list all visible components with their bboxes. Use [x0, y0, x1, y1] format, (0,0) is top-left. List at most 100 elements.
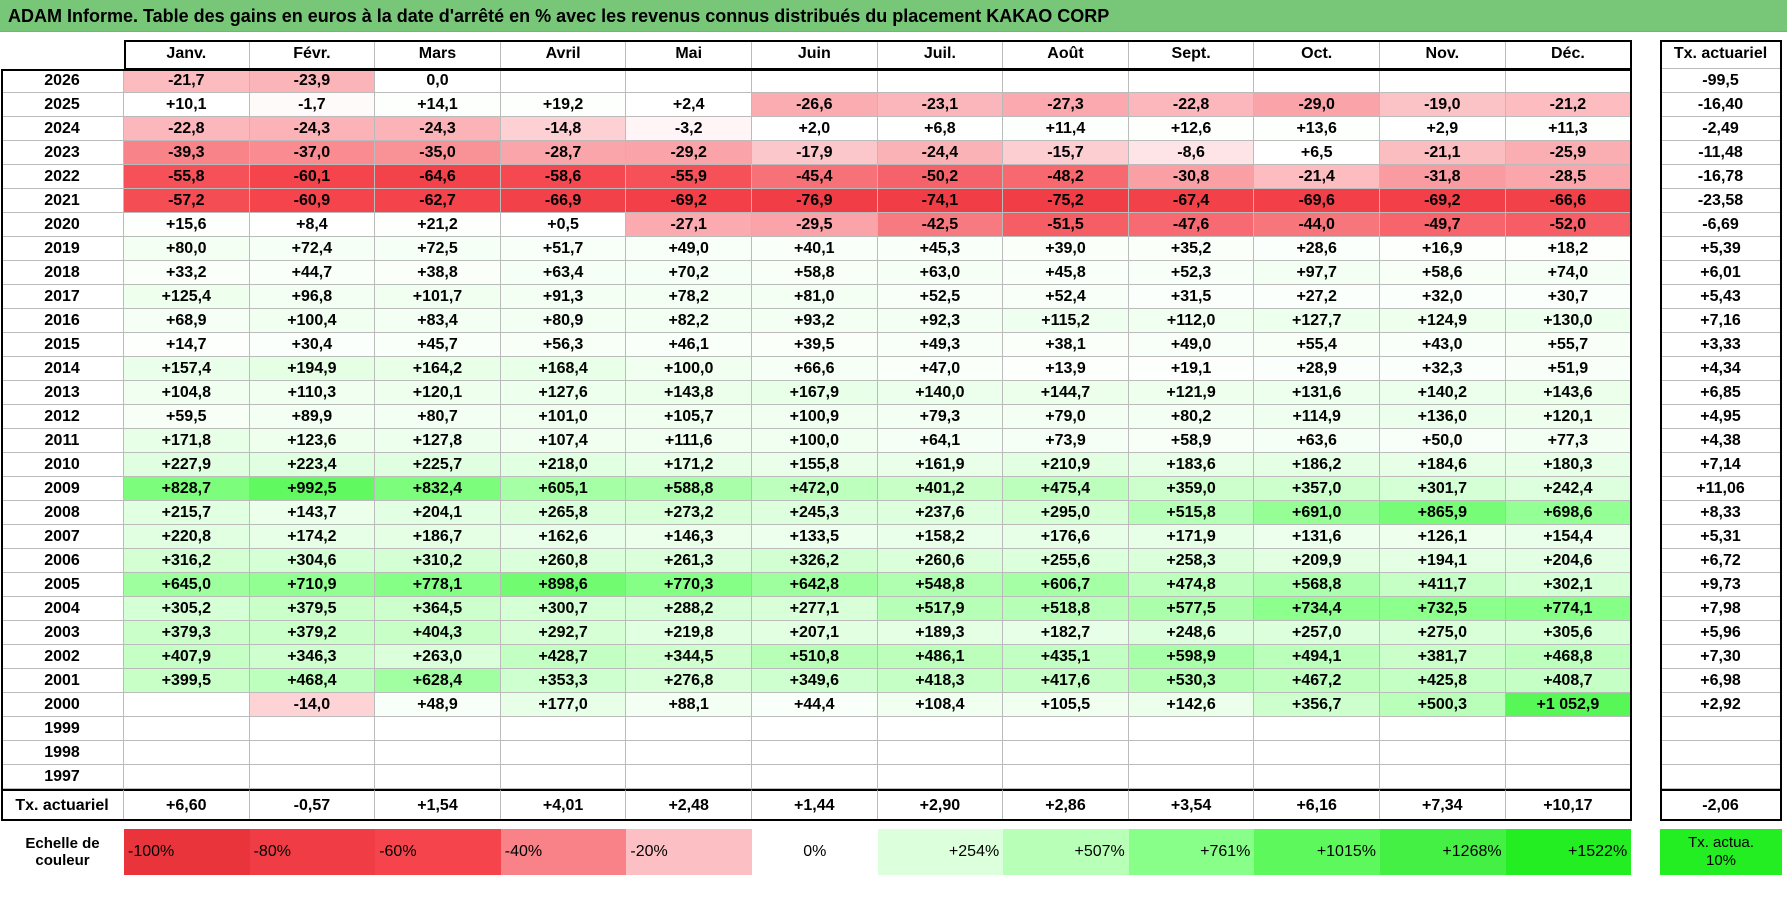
footer-rate: +1,54	[375, 789, 501, 821]
rate-cell: +4,95	[1660, 405, 1782, 429]
gain-cell: +59,5	[124, 405, 250, 429]
gain-cell: +292,7	[500, 621, 627, 645]
gain-cell: +189,3	[877, 621, 1004, 645]
rate-cell: -2,49	[1660, 117, 1782, 141]
gain-cell	[249, 717, 376, 741]
gain-cell	[752, 741, 878, 765]
gain-cell: +260,6	[877, 549, 1004, 573]
year-label: 2010	[1, 453, 124, 477]
gain-cell: +326,2	[752, 549, 878, 573]
gain-cell: +275,0	[1380, 621, 1506, 645]
gain-cell	[626, 741, 752, 765]
gain-cell: +63,4	[500, 261, 627, 285]
gain-cell: +58,9	[1128, 429, 1255, 453]
gain-cell	[1505, 69, 1632, 93]
gain-cell: +19,1	[1128, 357, 1255, 381]
gain-cell: -57,2	[124, 189, 250, 213]
gain-cell: +344,5	[626, 645, 752, 669]
gain-cell: +302,1	[1505, 573, 1632, 597]
gain-cell: +468,4	[249, 669, 376, 693]
rate-cell: +5,39	[1660, 237, 1782, 261]
footer-rate: +6,60	[124, 789, 250, 821]
gain-cell	[1254, 717, 1380, 741]
gain-cell: +265,8	[500, 501, 627, 525]
gain-cell: +6,8	[877, 117, 1004, 141]
gain-cell: +237,6	[877, 501, 1004, 525]
gain-cell: +80,7	[375, 405, 501, 429]
gain-cell: +176,6	[1003, 525, 1129, 549]
footer-rate: +2,90	[877, 789, 1004, 821]
gain-cell: +261,3	[626, 549, 752, 573]
gain-cell: +162,6	[500, 525, 627, 549]
gain-cell: +80,9	[500, 309, 627, 333]
gain-cell: +223,4	[249, 453, 376, 477]
gain-cell: +115,2	[1003, 309, 1129, 333]
legend-swatch: 0%	[752, 829, 878, 875]
gain-cell	[877, 765, 1004, 789]
gain-cell: +27,2	[1254, 285, 1380, 309]
gain-cell: -8,6	[1128, 141, 1255, 165]
gain-cell	[124, 717, 250, 741]
gain-cell: -64,6	[375, 165, 501, 189]
gain-cell: +104,8	[124, 381, 250, 405]
gain-cell: +131,6	[1254, 381, 1380, 405]
gain-cell: +225,7	[375, 453, 501, 477]
gain-cell: -55,9	[626, 165, 752, 189]
gain-cell: -25,9	[1505, 141, 1632, 165]
gain-cell: +770,3	[626, 573, 752, 597]
gain-cell: +248,6	[1128, 621, 1255, 645]
gain-cell: +92,3	[877, 309, 1004, 333]
gain-cell: -60,1	[249, 165, 376, 189]
gain-cell: +734,4	[1254, 597, 1380, 621]
gain-cell	[752, 717, 878, 741]
gain-cell: +32,3	[1380, 357, 1506, 381]
gain-cell: +356,7	[1254, 693, 1380, 717]
gain-cell: -22,8	[1128, 93, 1255, 117]
year-label: 2025	[1, 93, 124, 117]
gain-cell: -74,1	[877, 189, 1004, 213]
gain-cell: +77,3	[1505, 429, 1632, 453]
gain-cell: -15,7	[1003, 141, 1129, 165]
gain-cell: +100,4	[249, 309, 376, 333]
gain-cell	[1003, 765, 1129, 789]
year-label: 2002	[1, 645, 124, 669]
gain-cell: +51,7	[500, 237, 627, 261]
gain-cell: +161,9	[877, 453, 1004, 477]
gain-cell	[1254, 765, 1380, 789]
gain-cell: +18,2	[1505, 237, 1632, 261]
gain-cell: +82,2	[626, 309, 752, 333]
gain-cell: +468,8	[1505, 645, 1632, 669]
gain-cell: +52,3	[1128, 261, 1255, 285]
gain-cell: +123,6	[249, 429, 376, 453]
gain-cell: +220,8	[124, 525, 250, 549]
gain-cell: -19,0	[1380, 93, 1506, 117]
month-header: Avril	[500, 40, 627, 69]
gain-cell: +227,9	[124, 453, 250, 477]
gain-cell: +55,4	[1254, 333, 1380, 357]
gain-cell: -49,7	[1380, 213, 1506, 237]
rate-cell: +3,33	[1660, 333, 1782, 357]
legend-swatch: -40%	[500, 829, 627, 875]
rate-cell: +6,85	[1660, 381, 1782, 405]
gain-cell: +64,1	[877, 429, 1004, 453]
gain-cell: -35,0	[375, 141, 501, 165]
gain-cell	[375, 717, 501, 741]
gain-cell: +288,2	[626, 597, 752, 621]
gain-cell: -14,8	[500, 117, 627, 141]
gain-cell	[249, 765, 376, 789]
gain-cell: +127,8	[375, 429, 501, 453]
gain-cell: +105,5	[1003, 693, 1129, 717]
gain-cell: +72,5	[375, 237, 501, 261]
gain-cell: +78,2	[626, 285, 752, 309]
gain-cell: +74,0	[1505, 261, 1632, 285]
gain-cell: +606,7	[1003, 573, 1129, 597]
legend-swatch: +507%	[1003, 829, 1129, 875]
gain-cell: +530,3	[1128, 669, 1255, 693]
gain-cell: -69,2	[626, 189, 752, 213]
rate-cell: +6,01	[1660, 261, 1782, 285]
footer-rate: +1,44	[752, 789, 878, 821]
gain-cell: +435,1	[1003, 645, 1129, 669]
gain-cell	[375, 765, 501, 789]
gain-cell: +828,7	[124, 477, 250, 501]
gain-cell: +515,8	[1128, 501, 1255, 525]
